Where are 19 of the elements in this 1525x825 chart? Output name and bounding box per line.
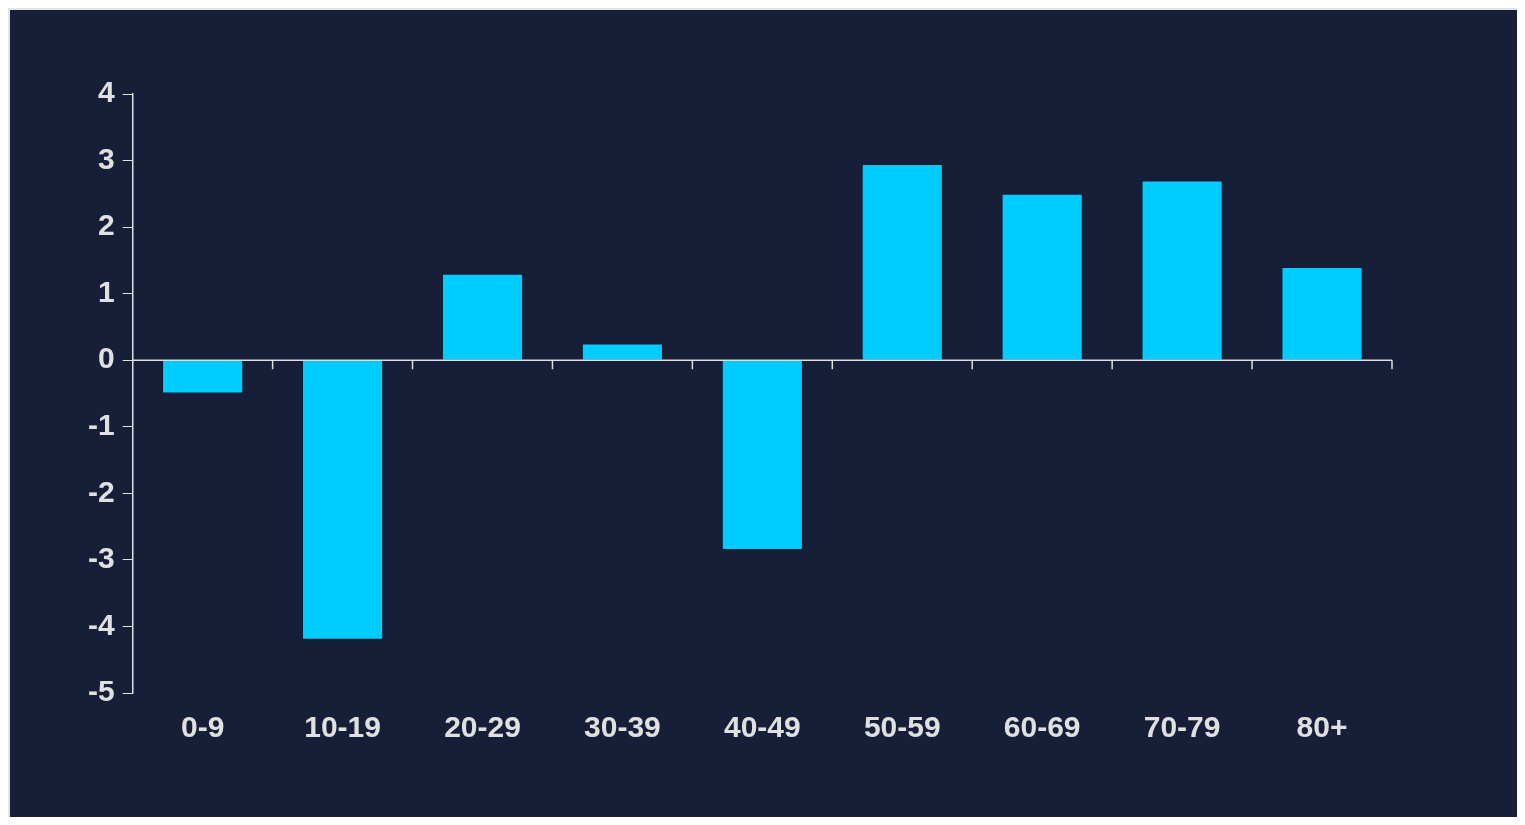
x-tick-label: 70-79 — [1143, 710, 1221, 744]
y-tick-label: 1 — [97, 274, 115, 308]
x-tick-label: 20-29 — [444, 710, 521, 744]
x-tick-label: 30-39 — [584, 710, 661, 744]
y-tick-label: -4 — [87, 607, 115, 641]
y-tick-label: -3 — [87, 541, 115, 575]
y-tick-label: -2 — [87, 474, 115, 508]
x-tick-label: 60-69 — [1003, 710, 1081, 744]
x-tick-label: 40-49 — [723, 710, 801, 744]
y-tick-label: 0 — [97, 341, 115, 375]
x-tick-label: 10-19 — [304, 710, 381, 744]
y-tick-label: 3 — [97, 141, 115, 175]
x-tick-label: 80+ — [1296, 710, 1348, 744]
y-tick-label: -1 — [87, 408, 115, 442]
x-tick-label: 50-59 — [863, 710, 941, 744]
y-tick-label: 2 — [97, 208, 115, 242]
y-tick-label: -5 — [87, 674, 115, 708]
x-tick-label: 0-9 — [180, 710, 225, 744]
y-tick-label: 4 — [97, 75, 115, 109]
